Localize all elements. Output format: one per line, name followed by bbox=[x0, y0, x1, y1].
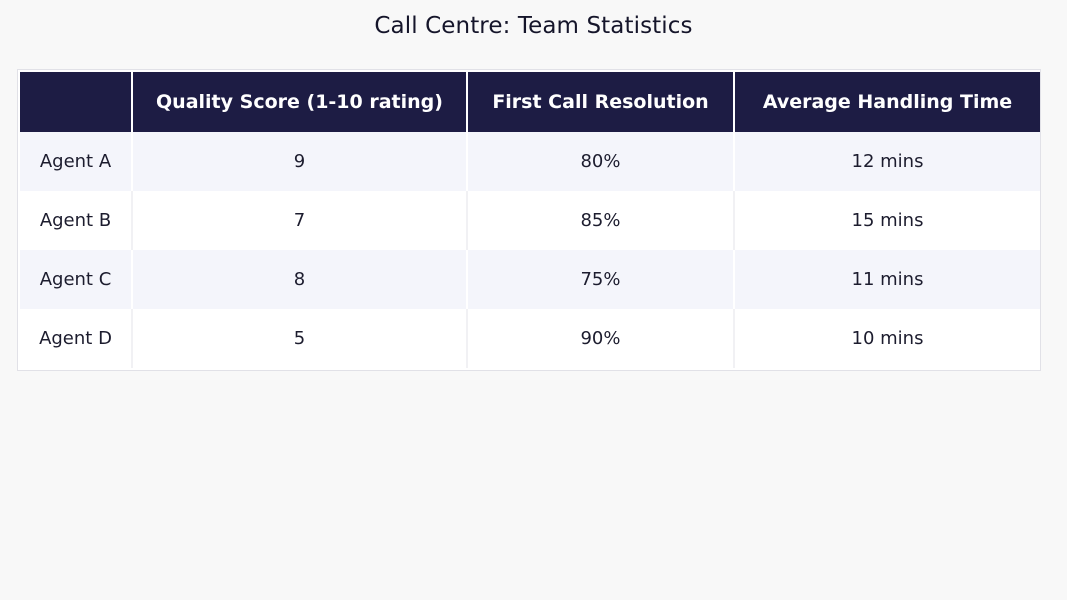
header-cell-corner bbox=[20, 72, 132, 132]
header-cell-first-call-resolution: First Call Resolution bbox=[466, 72, 734, 132]
average-handling-time-cell: 11 mins bbox=[733, 250, 1040, 309]
page-title: Call Centre: Team Statistics bbox=[374, 13, 693, 39]
agent-name-cell: Agent B bbox=[20, 191, 132, 250]
average-handling-time-cell: 10 mins bbox=[733, 309, 1040, 368]
agent-name-cell: Agent D bbox=[20, 309, 132, 368]
average-handling-time-cell: 12 mins bbox=[733, 132, 1040, 191]
table-row: Agent D 5 90% 10 mins bbox=[20, 309, 1040, 368]
quality-score-cell: 5 bbox=[131, 309, 467, 368]
first-call-resolution-cell: 80% bbox=[466, 132, 734, 191]
table-row: Agent C 8 75% 11 mins bbox=[20, 250, 1040, 309]
table-row: Agent A 9 80% 12 mins bbox=[20, 132, 1040, 191]
first-call-resolution-cell: 90% bbox=[466, 309, 734, 368]
agent-name-cell: Agent C bbox=[20, 250, 132, 309]
stats-table-frame: Quality Score (1-10 rating) First Call R… bbox=[17, 69, 1041, 371]
table-row: Agent B 7 85% 15 mins bbox=[20, 191, 1040, 250]
header-cell-quality-score: Quality Score (1-10 rating) bbox=[131, 72, 467, 132]
first-call-resolution-cell: 85% bbox=[466, 191, 734, 250]
quality-score-cell: 8 bbox=[131, 250, 467, 309]
average-handling-time-cell: 15 mins bbox=[733, 191, 1040, 250]
quality-score-cell: 9 bbox=[131, 132, 467, 191]
first-call-resolution-cell: 75% bbox=[466, 250, 734, 309]
table-header-row: Quality Score (1-10 rating) First Call R… bbox=[20, 72, 1040, 132]
header-cell-average-handling-time: Average Handling Time bbox=[733, 72, 1040, 132]
stats-table: Quality Score (1-10 rating) First Call R… bbox=[20, 72, 1040, 368]
agent-name-cell: Agent A bbox=[20, 132, 132, 191]
quality-score-cell: 7 bbox=[131, 191, 467, 250]
